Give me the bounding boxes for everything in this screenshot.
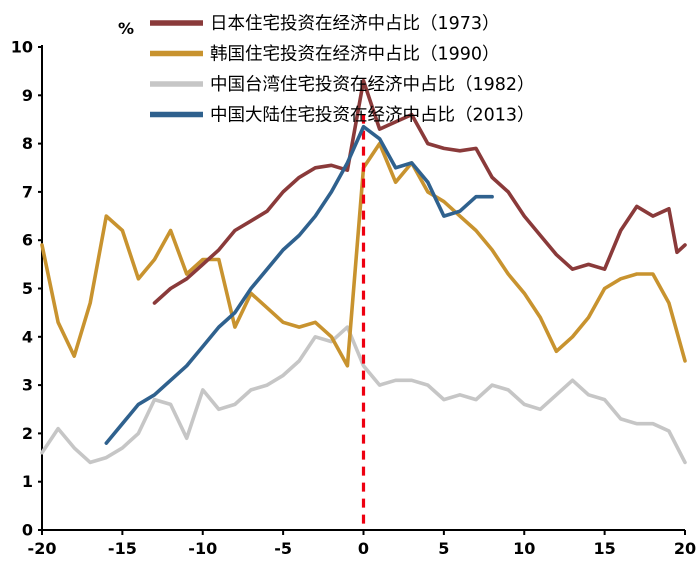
- x-tick-label: -10: [188, 539, 217, 558]
- series-line-3: [104, 124, 494, 445]
- y-tick-label: 6: [22, 231, 33, 250]
- x-tick-label: -15: [108, 539, 137, 558]
- x-tick-label: 15: [593, 539, 615, 558]
- legend-label-1: 韩国住宅投资在经济中占比（1990）: [210, 45, 500, 65]
- legend-label-0: 日本住宅投资在经济中占比（1973）: [210, 14, 500, 34]
- y-tick-label: 0: [22, 521, 33, 540]
- x-tick-label: -20: [28, 539, 57, 558]
- y-tick-label: 5: [22, 279, 33, 298]
- y-tick-label: 2: [22, 424, 33, 443]
- y-tick-label: 8: [22, 134, 33, 153]
- x-tick-label: 20: [674, 539, 696, 558]
- y-axis-unit-label: %: [118, 19, 134, 38]
- x-tick-label: 5: [438, 539, 449, 558]
- y-tick-label: 1: [22, 472, 33, 491]
- y-tick-label: 4: [22, 327, 33, 346]
- legend-label-2: 中国台湾住宅投资在经济中占比（1982）: [210, 75, 535, 95]
- x-tick-label: 0: [358, 539, 369, 558]
- y-tick-label: 9: [22, 86, 33, 105]
- y-tick-label: 7: [22, 182, 33, 201]
- x-tick-label: 10: [513, 539, 535, 558]
- series-line-0: [152, 79, 687, 305]
- x-tick-label: -5: [274, 539, 292, 558]
- legend-label-3: 中国大陆住宅投资在经济中占比（2013）: [210, 106, 535, 126]
- y-tick-label: 3: [22, 376, 33, 395]
- series-line-2: [40, 325, 687, 465]
- y-tick-label: 10: [11, 38, 33, 57]
- series-line-1: [40, 141, 687, 368]
